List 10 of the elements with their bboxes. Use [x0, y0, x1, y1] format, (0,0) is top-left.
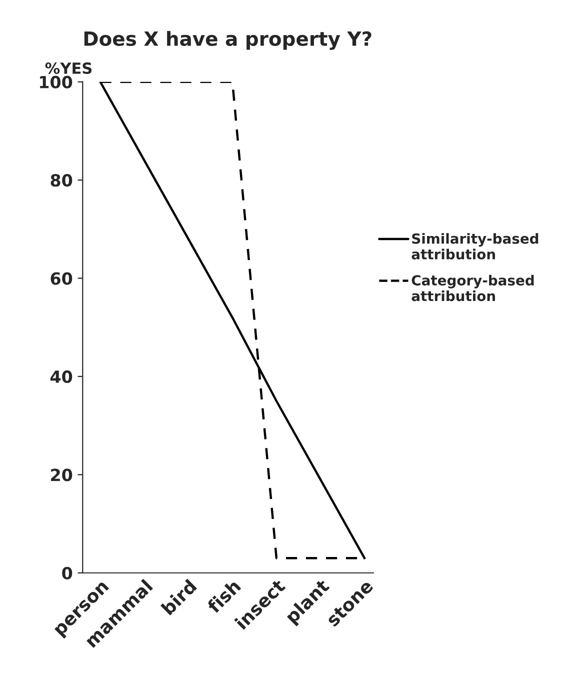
y-axis-title: %YES [45, 62, 92, 74]
y-tick-label: 100 [40, 76, 72, 88]
legend-label: Category-based attribution [412, 274, 534, 302]
y-tick-label: 20 [51, 468, 72, 482]
y-tick-label: 80 [50, 174, 72, 187]
chart-title: Does X have a property Y? [84, 30, 372, 50]
y-tick-label: 40 [50, 370, 72, 384]
y-tick-label: 60 [50, 272, 72, 285]
y-tick-label: 0 [62, 566, 72, 580]
legend-label: Similarity-based attribution [412, 233, 538, 260]
